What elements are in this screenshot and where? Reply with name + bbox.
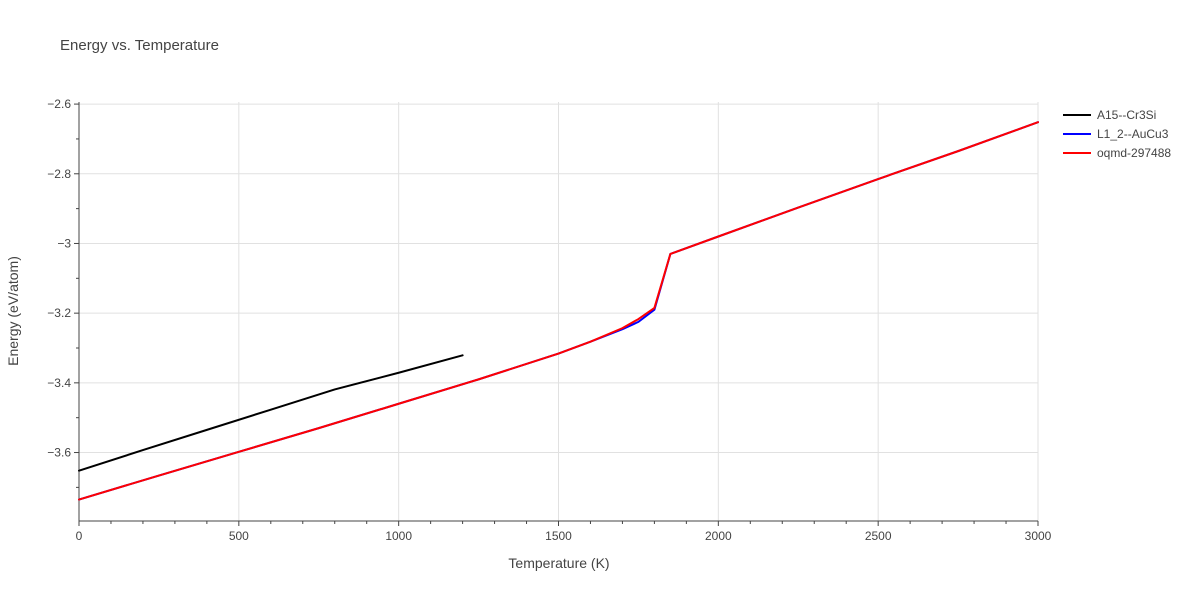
series-line-0 [78,354,464,472]
legend-entry: A15--Cr3Si [1097,108,1156,122]
y-axis-label: Energy (eV/atom) [5,256,21,366]
grid [79,102,1039,521]
y-tick-label: −2.8 [47,167,71,181]
legend-entry: L1_2--AuCu3 [1097,127,1169,141]
series-lines [78,121,1039,501]
x-tick-label: 3000 [1025,529,1052,543]
y-tick-label: −3.4 [47,376,71,390]
y-tick-label: −3.2 [47,306,71,320]
y-tick-label: −3 [57,236,71,250]
x-axis-label: Temperature (K) [508,555,609,571]
chart-title: Energy vs. Temperature [60,37,219,54]
x-tick-label: 500 [229,529,249,543]
x-tick-label: 2000 [705,529,732,543]
x-tick-label: 1000 [385,529,412,543]
x-tick-label: 1500 [545,529,572,543]
y-tick-label: −2.6 [47,97,71,111]
y-tick-label: −3.6 [47,446,71,460]
x-tick-label: 2500 [865,529,892,543]
axes: 0 500 1000 1500 2000 2500 3000 −3.6 −3.4 −3.2 −3 −2… [47,97,1051,543]
legend: A15--Cr3Si L1_2--AuCu3 oqmd-297488 [1063,108,1171,160]
x-tick-label: 0 [76,529,83,543]
series-line-2 [78,121,1039,501]
legend-entry: oqmd-297488 [1097,146,1171,160]
